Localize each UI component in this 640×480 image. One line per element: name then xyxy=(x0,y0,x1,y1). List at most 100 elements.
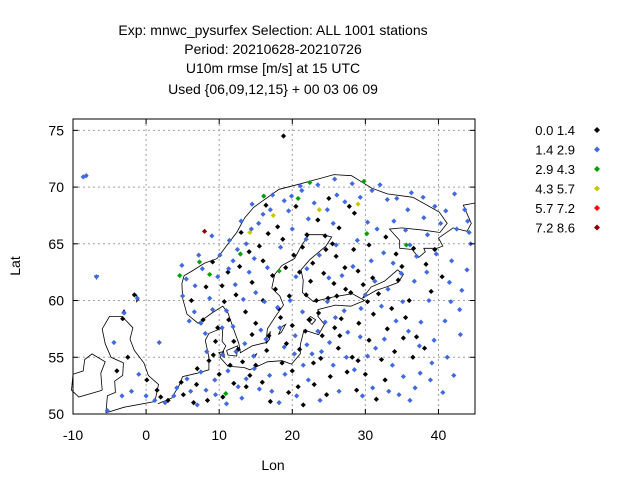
station-point xyxy=(448,299,454,305)
station-point xyxy=(364,353,371,359)
station-point xyxy=(393,251,399,257)
station-point xyxy=(394,195,400,202)
station-point xyxy=(326,339,333,346)
station-point xyxy=(350,263,356,270)
station-point xyxy=(291,351,298,357)
coastline xyxy=(306,316,317,325)
station-point xyxy=(332,325,338,331)
station-point xyxy=(259,379,265,385)
station-point xyxy=(233,348,239,355)
legend-label: 4.3 5.7 xyxy=(535,182,575,197)
station-point xyxy=(297,183,303,189)
station-point xyxy=(381,250,387,256)
station-point xyxy=(378,303,385,309)
x-tick-label: 30 xyxy=(358,427,374,443)
station-point xyxy=(198,369,204,375)
station-point xyxy=(294,393,300,399)
station-point xyxy=(400,299,406,305)
station-point xyxy=(355,358,361,364)
station-point xyxy=(358,305,364,312)
station-point xyxy=(219,283,225,289)
station-point xyxy=(405,207,411,213)
station-point xyxy=(184,376,190,382)
station-point xyxy=(215,274,221,280)
station-point xyxy=(431,337,437,343)
station-point xyxy=(286,389,292,396)
station-point xyxy=(351,210,357,216)
station-point xyxy=(258,327,264,333)
station-point xyxy=(272,286,279,292)
station-point xyxy=(395,277,401,283)
station-point xyxy=(263,202,269,208)
station-point xyxy=(249,331,255,338)
station-point xyxy=(407,397,413,403)
station-point xyxy=(212,392,219,398)
station-point xyxy=(196,252,202,258)
station-point xyxy=(193,381,200,388)
station-point xyxy=(366,337,372,343)
station-point xyxy=(243,384,249,390)
station-point xyxy=(381,336,387,342)
station-point xyxy=(416,343,423,349)
station-point xyxy=(246,269,252,275)
station-point xyxy=(442,318,448,324)
station-point xyxy=(413,253,420,259)
station-point xyxy=(212,377,218,383)
station-point xyxy=(232,282,238,288)
station-point xyxy=(239,359,246,365)
station-point xyxy=(418,319,424,325)
station-point xyxy=(334,192,340,198)
x-tick-label: 20 xyxy=(284,427,300,443)
station-point xyxy=(210,259,216,265)
y-tick-label: 75 xyxy=(48,122,64,138)
station-point xyxy=(364,299,371,305)
station-point xyxy=(357,334,363,340)
station-point xyxy=(277,314,284,321)
station-point xyxy=(277,325,283,331)
station-point xyxy=(204,397,211,403)
station-point xyxy=(344,369,350,375)
station-point xyxy=(323,246,329,253)
station-point xyxy=(242,341,248,347)
legend-marker xyxy=(594,224,600,231)
station-point xyxy=(333,242,339,248)
station-point xyxy=(462,207,468,213)
station-point xyxy=(427,377,434,383)
legend-marker xyxy=(594,146,600,153)
station-point xyxy=(330,220,336,226)
station-point xyxy=(296,269,303,275)
station-point xyxy=(374,226,380,232)
station-point xyxy=(279,360,285,366)
station-point xyxy=(227,362,233,368)
station-point xyxy=(256,243,262,249)
station-point xyxy=(194,366,200,372)
station-point xyxy=(313,297,319,304)
station-point xyxy=(444,354,450,360)
station-point xyxy=(131,292,137,298)
station-point xyxy=(413,334,420,340)
station-point xyxy=(408,190,415,196)
station-point xyxy=(338,316,344,322)
coastline xyxy=(181,174,476,354)
y-axis-label: Lat xyxy=(7,256,23,276)
station-point xyxy=(302,328,309,334)
station-point xyxy=(423,261,429,267)
station-point xyxy=(402,227,409,233)
station-point xyxy=(336,225,342,231)
station-point xyxy=(411,245,417,251)
station-point xyxy=(333,253,339,259)
station-point xyxy=(318,355,324,362)
station-point xyxy=(372,345,379,351)
station-point xyxy=(219,325,225,331)
station-point xyxy=(311,381,317,388)
station-point xyxy=(230,324,236,330)
station-point xyxy=(307,278,314,284)
station-point xyxy=(310,260,316,266)
station-point xyxy=(362,292,368,298)
station-point xyxy=(136,371,142,377)
station-point xyxy=(345,329,351,335)
station-point xyxy=(225,269,231,275)
legend-label: 7.2 8.6 xyxy=(535,221,575,236)
station-point xyxy=(326,195,332,202)
station-point xyxy=(288,193,295,199)
